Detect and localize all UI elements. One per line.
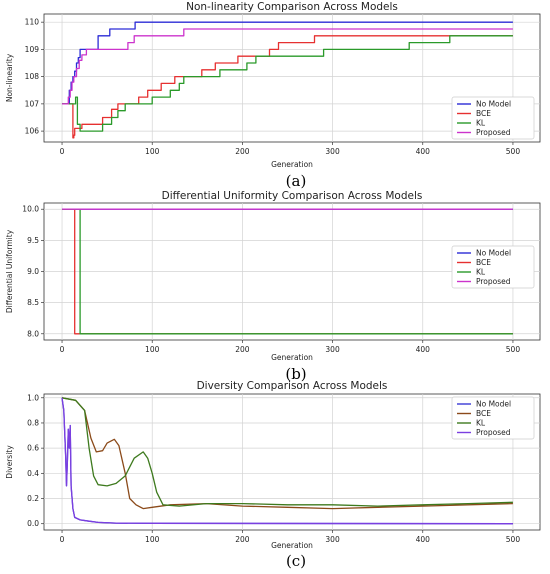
x-tick-label: 300 [325,345,340,354]
legend-box [451,245,535,289]
x-tick-label: 500 [506,147,521,156]
figure-caption: (c) [286,552,306,570]
x-tick-label: 0 [60,147,65,156]
y-tick-label: 107 [25,99,40,108]
x-tick-label: 500 [506,345,521,354]
series-line-1 [62,21,513,105]
y-tick-label: 8.5 [27,298,39,307]
x-tick-label: 200 [235,345,250,354]
legend-label: KL [476,119,486,128]
x-tick-label: 200 [235,147,250,156]
chart-panel-3: 0 100 200 300 400 500 0.0 0.2 0.4 0.6 0.8 1.0 Divers… [5,380,541,570]
y-tick-label: 0.4 [27,469,39,478]
legend-label: No Model [476,100,511,109]
y-tick-label: 1.0 [27,393,39,402]
chart-title: Non-linearity Comparison Across Models [186,1,398,13]
y-tick-label: 109 [25,45,40,54]
y-tick-label: 108 [25,72,40,81]
legend-label: BCE [476,409,491,418]
y-axis-label: Diversity [5,445,14,479]
y-tick-label: 0.0 [27,519,39,528]
x-axis-label: Generation [271,160,313,169]
figure-caption: (a) [286,172,307,190]
x-tick-label: 100 [145,535,160,544]
y-tick-label: 10.0 [22,205,39,214]
legend-label: BCE [476,258,491,267]
legend-label: No Model [476,249,511,258]
legend-label: Proposed [476,277,511,286]
x-tick-label: 400 [416,535,431,544]
x-tick-label: 100 [145,345,160,354]
legend-label: No Model [476,400,511,409]
series-line-3 [61,397,513,507]
legend-box [451,96,535,140]
legend-label: KL [476,268,486,277]
x-tick-label: 100 [145,147,160,156]
legend-label: Proposed [476,128,511,137]
legend-box [451,396,535,440]
x-axis-label: Generation [271,541,313,550]
series-line-4 [62,28,513,105]
x-tick-label: 300 [325,147,340,156]
series-line-3 [62,35,513,132]
y-tick-label: 0.6 [27,444,39,453]
y-tick-label: 0.2 [27,494,39,503]
y-tick-label: 9.5 [27,236,39,245]
legend-label: KL [476,419,486,428]
figure-caption: (b) [285,365,306,383]
x-tick-label: 400 [416,345,431,354]
series-line-2 [61,397,513,510]
y-tick-label: 110 [25,18,40,27]
y-tick-label: 9.0 [27,267,39,276]
x-axis-label: Generation [271,353,313,362]
legend-label: BCE [476,109,491,118]
chart-panel-1: 0 100 200 300 400 500 106 107 108 109 110 Non-linea… [5,1,541,190]
series-line-4 [61,397,513,525]
x-tick-label: 400 [416,147,431,156]
legend-label: Proposed [476,428,511,437]
chart-title: Diversity Comparison Across Models [197,380,388,392]
chart-title: Differential Uniformity Comparison Acros… [162,190,423,202]
x-tick-label: 300 [325,535,340,544]
x-tick-label: 200 [235,535,250,544]
y-tick-label: 8.0 [27,329,39,338]
y-axis-label: Differential Uniformity [5,229,14,313]
y-axis-label: Non-linearity [5,53,14,102]
chart-panel-2: 0 100 200 300 400 500 8.0 8.5 9.0 9.5 10.0 Differen… [5,190,541,383]
x-tick-label: 0 [60,535,65,544]
x-tick-label: 0 [60,345,65,354]
y-tick-label: 0.8 [27,418,39,427]
y-tick-label: 106 [25,127,40,136]
x-tick-label: 500 [506,535,521,544]
